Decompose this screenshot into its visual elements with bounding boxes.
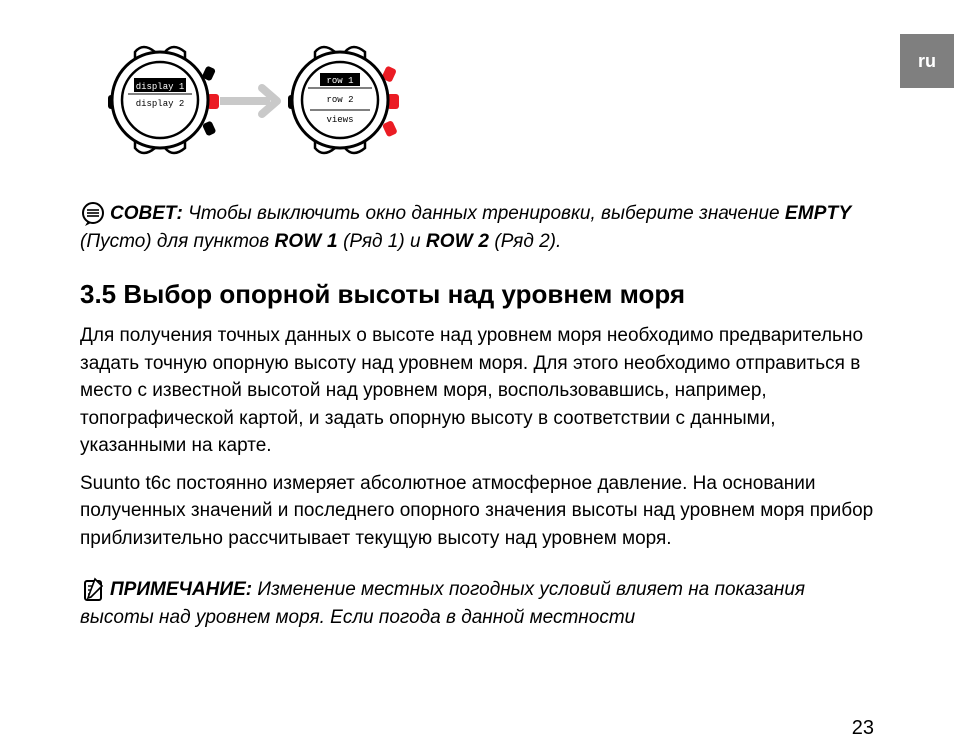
section-heading: 3.5 Выбор опорной высоты над уровнем мор… bbox=[80, 279, 874, 310]
note-label: ПРИМЕЧАНИЕ: bbox=[110, 579, 252, 600]
watches-diagram: display 1 display 2 bbox=[80, 40, 440, 160]
tip-text-1: Чтобы выключить окно данных тренировки, … bbox=[188, 203, 779, 224]
tip-empty: EMPTY bbox=[785, 203, 851, 224]
watch2-row1: row 1 bbox=[326, 76, 353, 86]
paragraph-1: Для получения точных данных о высоте над… bbox=[80, 322, 874, 460]
arrow-icon bbox=[220, 88, 277, 114]
watch2-row2: row 2 bbox=[326, 95, 353, 105]
page-number: 23 bbox=[852, 717, 874, 740]
language-tab: ru bbox=[900, 34, 954, 88]
watch2-row3: views bbox=[326, 115, 353, 125]
tip-text-2: (Пусто) для пунктов bbox=[80, 231, 269, 252]
tip-row2: ROW 2 bbox=[426, 231, 489, 252]
tip-icon bbox=[80, 201, 106, 227]
tip-block: СОВЕТ: Чтобы выключить окно данных трени… bbox=[80, 200, 874, 255]
watch1-row2: display 2 bbox=[136, 99, 185, 109]
watch1-row1: display 1 bbox=[136, 82, 185, 92]
tip-label: СОВЕТ: bbox=[110, 203, 183, 224]
watch-right: row 1 row 2 views bbox=[288, 47, 399, 153]
note-icon bbox=[80, 577, 106, 603]
tip-text-4: (Ряд 2). bbox=[494, 231, 561, 252]
tip-row1: ROW 1 bbox=[275, 231, 338, 252]
manual-page: ru bbox=[0, 0, 954, 756]
note-block: ПРИМЕЧАНИЕ: Изменение местных погодных у… bbox=[80, 576, 874, 631]
paragraph-2: Suunto t6c постоянно измеряет абсолютное… bbox=[80, 470, 874, 553]
watch-left: display 1 display 2 bbox=[108, 47, 219, 153]
tip-text-3: (Ряд 1) и bbox=[343, 231, 420, 252]
